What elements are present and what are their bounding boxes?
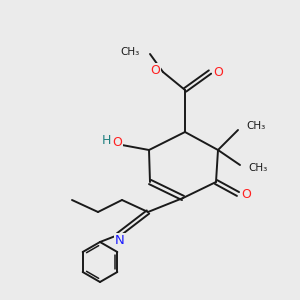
Text: O: O	[213, 65, 223, 79]
Text: O: O	[112, 136, 122, 148]
Text: H: H	[101, 134, 111, 146]
Text: CH₃: CH₃	[246, 121, 265, 131]
Text: CH₃: CH₃	[121, 47, 140, 57]
Text: O: O	[241, 188, 251, 200]
Text: O: O	[150, 64, 160, 76]
Text: CH₃: CH₃	[248, 163, 267, 173]
Text: N: N	[115, 235, 125, 248]
